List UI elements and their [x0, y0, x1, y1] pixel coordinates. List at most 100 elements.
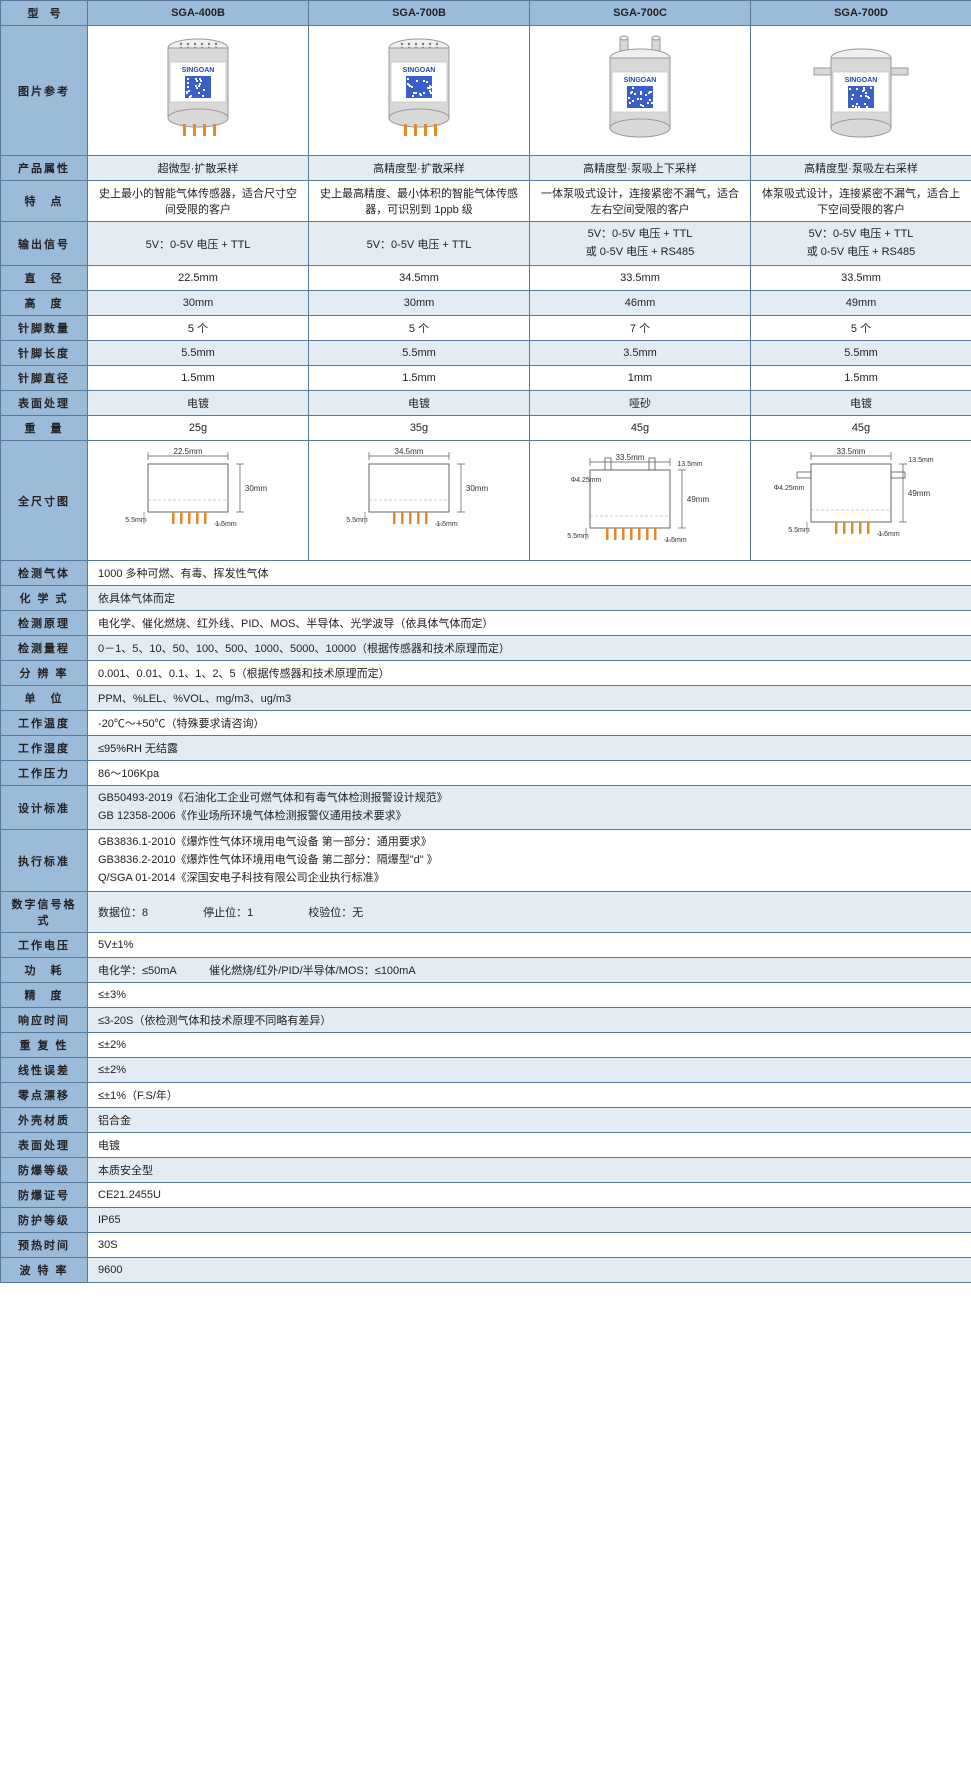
label-work_pressure: 工作压力 [1, 761, 88, 786]
label-chem_formula: 化 学 式 [1, 586, 88, 611]
value-zero_drift: ≤±1%（F.S/年） [88, 1083, 971, 1108]
label-design_std: 设计标准 [1, 786, 88, 830]
diameter-3: 33.5mm [751, 266, 971, 291]
svg-text:5.5mm: 5.5mm [567, 533, 589, 540]
pin_len-3: 5.5mm [751, 341, 971, 366]
prod_attr-1: 高精度型·扩散采样 [309, 156, 530, 181]
pin_dia-0: 1.5mm [88, 366, 309, 391]
img-cell-0: SINGOAN [88, 26, 309, 156]
weight-3: 45g [751, 416, 971, 441]
label-detect_gas: 检测气体 [1, 561, 88, 586]
label-pin_count: 针脚数量 [1, 316, 88, 341]
label-protection: 防护等级 [1, 1208, 88, 1233]
label-precision: 精 度 [1, 983, 88, 1008]
sensor-image-0: SINGOAN [143, 32, 253, 150]
sensor-image-1: SINGOAN [364, 32, 474, 150]
diameter-2: 33.5mm [530, 266, 751, 291]
pin_dia-3: 1.5mm [751, 366, 971, 391]
label-response: 响应时间 [1, 1008, 88, 1033]
label-surface: 表面处理 [1, 391, 88, 416]
surface-1: 电镀 [309, 391, 530, 416]
label-dim-diagram: 全尺寸图 [1, 441, 88, 561]
pin_len-0: 5.5mm [88, 341, 309, 366]
value-linearity: ≤±2% [88, 1058, 971, 1083]
label-pin_len: 针脚长度 [1, 341, 88, 366]
img-cell-2: SINGOAN [530, 26, 751, 156]
prod_attr-0: 超微型·扩散采样 [88, 156, 309, 181]
weight-0: 25g [88, 416, 309, 441]
header-model-label: 型 号 [1, 1, 88, 26]
dimension-diagram: 33.5mm13.5mmΦ4.25mm49mm5.5mm1.5mm [540, 446, 740, 556]
svg-text:1.5mm: 1.5mm [665, 537, 687, 544]
pin_len-1: 5.5mm [309, 341, 530, 366]
label-height: 高 度 [1, 291, 88, 316]
header-model-0: SGA-400B [88, 1, 309, 26]
label-work_humid: 工作湿度 [1, 736, 88, 761]
pin_count-0: 5 个 [88, 316, 309, 341]
value-shell_mat: 铝合金 [88, 1108, 971, 1133]
svg-text:SINGOAN: SINGOAN [624, 77, 657, 84]
dimension-diagram: 22.5mm30mm5.5mm1.5mm [98, 446, 298, 556]
output-3: 5V：0-5V 电压 + TTL或 0-5V 电压 + RS485 [751, 222, 971, 266]
output-2: 5V：0-5V 电压 + TTL或 0-5V 电压 + RS485 [530, 222, 751, 266]
value-work_temp: -20℃～+50℃（特殊要求请咨询） [88, 711, 971, 736]
label-explosion: 防爆等级 [1, 1158, 88, 1183]
label-linearity: 线性误差 [1, 1058, 88, 1083]
svg-text:5.5mm: 5.5mm [125, 517, 147, 524]
header-model-2: SGA-700C [530, 1, 751, 26]
value-protection: IP65 [88, 1208, 971, 1233]
weight-2: 45g [530, 416, 751, 441]
feature-1: 史上最高精度、最小体积的智能气体传感器，可识别到 1ppb 级 [309, 181, 530, 222]
prod_attr-3: 高精度型·泵吸左右采样 [751, 156, 971, 181]
svg-text:SINGOAN: SINGOAN [182, 67, 215, 74]
label-power: 功 耗 [1, 958, 88, 983]
label-detect_principle: 检测原理 [1, 611, 88, 636]
svg-text:49mm: 49mm [687, 495, 710, 504]
value-work_humid: ≤95%RH 无结露 [88, 736, 971, 761]
value-detect_gas: 1000 多种可燃、有毒、挥发性气体 [88, 561, 971, 586]
label-pin_dia: 针脚直径 [1, 366, 88, 391]
surface-3: 电镀 [751, 391, 971, 416]
label-baud: 波 特 率 [1, 1258, 88, 1283]
label-preheat: 预热时间 [1, 1233, 88, 1258]
svg-text:34.5mm: 34.5mm [395, 447, 424, 456]
height-0: 30mm [88, 291, 309, 316]
value-work_voltage: 5V±1% [88, 933, 971, 958]
svg-text:49mm: 49mm [908, 489, 931, 498]
label-repeat: 重 复 性 [1, 1033, 88, 1058]
label-diameter: 直 径 [1, 266, 88, 291]
feature-0: 史上最小的智能气体传感器，适合尺寸空间受限的客户 [88, 181, 309, 222]
feature-2: 一体泵吸式设计，连接紧密不漏气，适合左右空间受限的客户 [530, 181, 751, 222]
svg-text:5.5mm: 5.5mm [788, 527, 810, 534]
pin_count-1: 5 个 [309, 316, 530, 341]
sensor-image-3: SINGOAN [806, 32, 916, 150]
svg-text:Φ4.25mm: Φ4.25mm [774, 485, 805, 492]
svg-text:13.5mm: 13.5mm [908, 457, 933, 464]
dim-2: 33.5mm13.5mmΦ4.25mm49mm5.5mm1.5mm [530, 441, 751, 561]
svg-text:SINGOAN: SINGOAN [845, 77, 878, 84]
height-1: 30mm [309, 291, 530, 316]
sensor-image-2: SINGOAN [585, 32, 695, 150]
dimension-diagram: 33.5mm13.5mmΦ4.25mm49mm5.5mm1.5mm [761, 446, 961, 556]
label-surface2: 表面处理 [1, 1133, 88, 1158]
height-3: 49mm [751, 291, 971, 316]
surface-2: 哑砂 [530, 391, 751, 416]
svg-text:33.5mm: 33.5mm [616, 453, 645, 462]
prod_attr-2: 高精度型·泵吸上下采样 [530, 156, 751, 181]
spec-table: 型 号SGA-400BSGA-700BSGA-700CSGA-700D图片参考S… [0, 0, 971, 1283]
header-model-3: SGA-700D [751, 1, 971, 26]
pin_dia-2: 1mm [530, 366, 751, 391]
weight-1: 35g [309, 416, 530, 441]
header-model-1: SGA-700B [309, 1, 530, 26]
svg-text:13.5mm: 13.5mm [677, 461, 702, 468]
value-power: 电化学：≤50mA 催化燃烧/红外/PID/半导体/MOS：≤100mA [88, 958, 971, 983]
value-preheat: 30S [88, 1233, 971, 1258]
value-design_std: GB50493-2019《石油化工企业可燃气体和有毒气体检测报警设计规范》GB … [88, 786, 971, 830]
diameter-0: 22.5mm [88, 266, 309, 291]
dim-1: 34.5mm30mm5.5mm1.5mm [309, 441, 530, 561]
value-response: ≤3-20S（依检测气体和技术原理不同略有差异） [88, 1008, 971, 1033]
pin_count-2: 7 个 [530, 316, 751, 341]
value-exec_std: GB3836.1-2010《爆炸性气体环境用电气设备 第一部分：通用要求》GB3… [88, 830, 971, 892]
svg-text:22.5mm: 22.5mm [174, 447, 203, 456]
label-unit: 单 位 [1, 686, 88, 711]
